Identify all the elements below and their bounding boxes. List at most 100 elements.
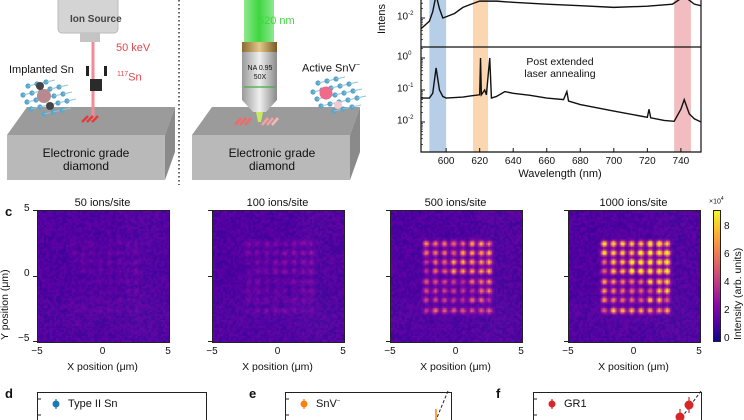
x-tick-label: −5 — [31, 346, 43, 357]
data-point-f2 — [675, 409, 685, 420]
x-tick-label: 600 — [437, 156, 455, 167]
ion-source — [57, 0, 119, 42]
deflector — [90, 79, 102, 91]
colorbar-tick-label: 0 — [724, 333, 730, 344]
objective-mag-label: 50X — [253, 74, 267, 81]
aperture — [86, 66, 89, 76]
x-tick-label: 620 — [471, 156, 489, 167]
emission-marks — [234, 117, 279, 126]
isotope-label: 117Sn — [117, 71, 142, 84]
implant-marks — [81, 115, 99, 123]
colorbar-scale: ×104 — [709, 196, 724, 206]
x-tick-label: 740 — [672, 156, 690, 167]
plot-d — [37, 392, 207, 420]
y-tick — [386, 210, 390, 211]
annotation-line2: laser annealing — [524, 68, 596, 80]
colorbar-tick-label: 8 — [724, 221, 730, 233]
legend-type2: Type II Sn — [68, 398, 118, 410]
objective-na-label: NA 0.95 — [247, 65, 273, 72]
colorbar-tick-label: 4 — [724, 277, 730, 289]
y-tick-label: 10-1 — [397, 83, 414, 95]
objective-lens — [242, 42, 277, 112]
colorbar-tick-label: 6 — [724, 249, 730, 261]
y-tick — [208, 341, 212, 342]
y-tick — [33, 275, 37, 277]
heatmap-ylabel: Y position (μm) — [0, 269, 11, 340]
legend-snv: SnV− — [316, 398, 341, 410]
x-tick-label: 5 — [165, 346, 171, 357]
y-tick-label: 100 — [397, 51, 412, 63]
emission-band — [674, 0, 691, 152]
lattice-snv — [310, 76, 367, 114]
spectrum-axes — [420, 0, 702, 153]
x-tick-label: −5 — [206, 346, 218, 357]
y-tick — [386, 341, 390, 342]
plot-f — [533, 392, 702, 420]
y-tick — [33, 210, 37, 211]
x-tick-label: 640 — [504, 156, 522, 167]
heatmap-title: 500 ions/site — [424, 197, 487, 209]
y-tick — [208, 275, 212, 277]
x-tick-label: 0 — [452, 346, 459, 357]
annotation-line1: Post extended — [526, 56, 594, 68]
heatmap-title: 100 ions/site — [246, 197, 309, 209]
laser-wavelength-label: 520 nm — [258, 15, 295, 27]
x-tick-label: 700 — [605, 156, 623, 167]
plot-e — [285, 392, 452, 420]
heatmap-xlabel: X position (μm) — [420, 361, 491, 373]
colorbar-label: Intensity (arb. units) — [732, 247, 744, 340]
lattice-implanted — [20, 79, 77, 117]
y-tick-label: 5 — [24, 203, 30, 214]
y-tick — [208, 210, 212, 211]
substrate-label-right: Electronic grade — [228, 146, 316, 160]
fit-line-e — [435, 390, 449, 420]
carbon-atom — [29, 90, 35, 96]
heatmap-2 — [390, 210, 523, 343]
heatmap-0 — [37, 210, 170, 343]
x-tick-label: 660 — [538, 156, 556, 167]
colorbar-tick-label: 2 — [724, 305, 730, 317]
panel-label-c: c — [5, 204, 13, 219]
data-point-f1 — [684, 397, 694, 413]
heatmap-3 — [568, 210, 701, 343]
focus-cone — [256, 112, 263, 122]
panel-label-f: f — [496, 386, 501, 401]
implanted-sn-label: Implanted Sn — [9, 64, 74, 76]
substrate-label-right-2: diamond — [248, 159, 296, 173]
x-tick-label: 680 — [571, 156, 589, 167]
diamond-slab-left — [7, 107, 175, 180]
laser-beam — [244, 0, 274, 44]
y-tick — [564, 275, 568, 277]
legend-marker-gr1 — [548, 399, 556, 409]
y-tick-label: 10-2 — [397, 115, 414, 127]
panel-label-e: e — [249, 386, 257, 401]
substrate-label-left-2: diamond — [62, 159, 110, 173]
x-tick-label: −5 — [384, 346, 396, 357]
x-tick-label: 5 — [340, 346, 346, 357]
y-tick — [564, 210, 568, 211]
y-tick-label: 0 — [24, 268, 30, 279]
active-snv-label: Active SnV− — [302, 62, 360, 75]
x-tick-label: 0 — [274, 346, 281, 357]
substrate-label-left: Electronic grade — [42, 146, 130, 160]
heatmap-xlabel: X position (μm) — [242, 361, 313, 373]
y-tick-label-top: 10-2 — [397, 11, 414, 23]
heatmap-title: 1000 ions/site — [599, 197, 668, 209]
schematic-svg — [7, 0, 367, 185]
x-tick-label: 5 — [696, 346, 702, 357]
x-tick-label: 0 — [99, 346, 106, 357]
y-tick-label: −5 — [18, 333, 30, 344]
x-tick-label: −5 — [562, 346, 574, 357]
x-tick-label: 5 — [518, 346, 524, 357]
energy-label: 50 keV — [116, 42, 151, 54]
y-tick — [386, 275, 390, 277]
heatmap-xlabel: X position (μm) — [598, 361, 669, 373]
legend-gr1: GR1 — [564, 398, 587, 410]
y-tick — [564, 341, 568, 342]
spectrum-top-line — [421, 0, 701, 30]
heatmap-xlabel: X position (μm) — [67, 361, 138, 373]
x-tick-label: 0 — [630, 346, 637, 357]
heatmap-1 — [212, 210, 345, 343]
spectrum-ylabel: Intens — [376, 4, 388, 34]
